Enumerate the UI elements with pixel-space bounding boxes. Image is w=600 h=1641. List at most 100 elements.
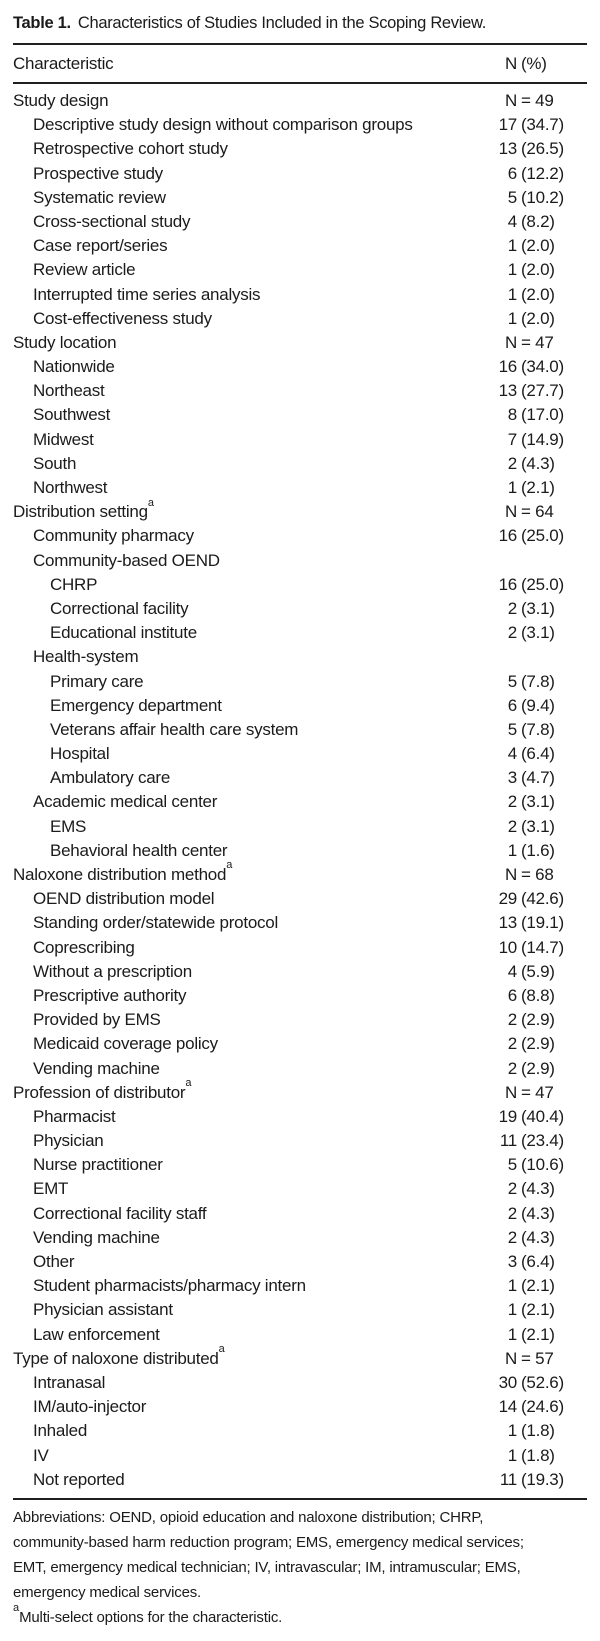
row-percent: (12.2) — [521, 163, 564, 183]
row-count: 1 — [507, 236, 517, 256]
row-value: 3 (6.4) — [461, 1250, 587, 1274]
row-percent: (9.4) — [521, 695, 555, 715]
row-label: Medicaid coverage policy — [33, 1034, 218, 1054]
row-percent: (5.9) — [521, 961, 555, 981]
row-value: 11 (19.3) — [461, 1468, 587, 1492]
row-count: 7 — [507, 429, 517, 449]
row-percent: (2.9) — [521, 1058, 555, 1078]
table-number-label: Table 1. — [13, 14, 71, 32]
table-row: Nurse practitioner 5 (10.6) — [13, 1153, 587, 1177]
row-value: 6 (8.8) — [461, 984, 587, 1008]
row-percent: (10.2) — [521, 187, 564, 207]
row-label: Prospective study — [33, 163, 163, 183]
row-percent: (4.3) — [521, 453, 555, 473]
row-value: 19 (40.4) — [461, 1105, 587, 1129]
footnote-marker: a — [218, 1343, 225, 1356]
table-row: Northeast 13 (27.7) — [13, 379, 587, 403]
row-percent: (19.1) — [521, 913, 564, 933]
row-value: 2 (2.9) — [461, 1008, 587, 1032]
table-row: Primary care 5 (7.8) — [13, 670, 587, 694]
row-count: 2 — [507, 1010, 517, 1030]
table-row: Educational institute 2 (3.1) — [13, 621, 587, 645]
row-percent: (7.8) — [521, 719, 555, 739]
row-percent: (4.3) — [521, 1179, 555, 1199]
row-value: 4 (5.9) — [461, 960, 587, 984]
row-value: 1 (2.1) — [461, 1274, 587, 1298]
row-value: 6 (9.4) — [461, 694, 587, 718]
row-percent: (10.6) — [521, 1155, 564, 1175]
row-count: 6 — [507, 985, 517, 1005]
row-value: 2 (4.3) — [461, 452, 587, 476]
table-row: Prospective study 6 (12.2) — [13, 162, 587, 186]
row-label: Without a prescription — [33, 961, 192, 981]
row-percent: = 47 — [521, 332, 554, 352]
row-percent: (14.7) — [521, 937, 564, 957]
row-label: Physician assistant — [33, 1300, 173, 1320]
section-row: Type of naloxone distributeda N = 57 — [13, 1344, 587, 1371]
row-percent: = 49 — [521, 91, 554, 110]
header-characteristic: Characteristic — [13, 54, 114, 73]
table-row: Prescriptive authority 6 (8.8) — [13, 984, 587, 1008]
row-label: Community-based OEND — [33, 550, 220, 570]
row-count: 5 — [507, 1155, 517, 1175]
row-count: 1 — [507, 840, 517, 860]
row-percent: (2.1) — [521, 478, 555, 497]
table-row: Vending machine 2 (2.9) — [13, 1057, 587, 1081]
row-percent: (2.1) — [521, 1324, 555, 1344]
table-row: Descriptive study design without compari… — [13, 113, 587, 137]
table-row: Inhaled 1 (1.8) — [13, 1419, 587, 1443]
row-value: 29 (42.6) — [461, 887, 587, 911]
table-row: Systematic review 5 (10.2) — [13, 186, 587, 210]
row-value: 2 (4.3) — [461, 1177, 587, 1201]
row-percent: (3.1) — [521, 598, 555, 618]
row-value: 1 (2.0) — [461, 258, 587, 282]
section-row: Study design N = 49 — [13, 89, 587, 113]
row-count: 2 — [507, 1058, 517, 1078]
row-label: Retrospective cohort study — [33, 139, 228, 159]
row-count: 2 — [507, 792, 517, 812]
row-count: 13 — [498, 913, 518, 933]
table-row: Provided by EMS 2 (2.9) — [13, 1008, 587, 1032]
footnote-marker: a — [147, 496, 154, 509]
row-percent: (1.8) — [521, 1445, 555, 1465]
row-label: Cost-effectiveness study — [33, 308, 212, 328]
row-count: 2 — [507, 453, 517, 473]
row-count: 2 — [507, 623, 517, 643]
row-count: 14 — [498, 1397, 518, 1417]
row-percent: (34.7) — [521, 115, 564, 135]
row-percent: (4.3) — [521, 1227, 555, 1247]
row-count: 2 — [507, 1034, 517, 1054]
row-count: 1 — [507, 1300, 517, 1320]
row-count: 3 — [507, 768, 517, 788]
row-value: 1 (2.1) — [461, 1298, 587, 1322]
row-label: IV — [33, 1445, 49, 1465]
row-label: Health-system — [33, 647, 139, 667]
footnote-a-text: Multi-select options for the characteris… — [19, 1608, 283, 1626]
row-percent: (4.7) — [521, 768, 555, 788]
row-label: Physician — [33, 1131, 104, 1151]
row-value: 1 (2.0) — [461, 234, 587, 258]
row-label: Descriptive study design without compari… — [33, 115, 413, 135]
row-label: Southwest — [33, 405, 111, 425]
table-row: Cross-sectional study 4 (8.2) — [13, 210, 587, 234]
table-row: Intranasal 30 (52.6) — [13, 1371, 587, 1395]
row-count: 30 — [498, 1372, 518, 1392]
table-row: Community pharmacy 16 (25.0) — [13, 524, 587, 548]
row-value: 11 (23.4) — [461, 1129, 587, 1153]
row-label: Pharmacist — [33, 1106, 116, 1126]
row-percent: (25.0) — [521, 574, 564, 594]
row-value: 4 (8.2) — [461, 210, 587, 234]
table-row: Northwest 1 (2.1) — [13, 476, 587, 500]
row-value: 17 (34.7) — [461, 113, 587, 137]
row-value: 16 (25.0) — [461, 573, 587, 597]
row-count: 1 — [507, 1324, 517, 1344]
row-count: 2 — [507, 1179, 517, 1199]
row-count: 1 — [507, 478, 517, 497]
table-row: Hospital 4 (6.4) — [13, 742, 587, 766]
row-percent: (6.4) — [521, 1252, 555, 1271]
row-percent: (2.9) — [521, 1034, 555, 1054]
table-row: Case report/series 1 (2.0) — [13, 234, 587, 258]
row-label: Standing order/statewide protocol — [33, 913, 279, 933]
row-count: 13 — [498, 381, 518, 401]
row-value: 1 (1.8) — [461, 1419, 587, 1443]
